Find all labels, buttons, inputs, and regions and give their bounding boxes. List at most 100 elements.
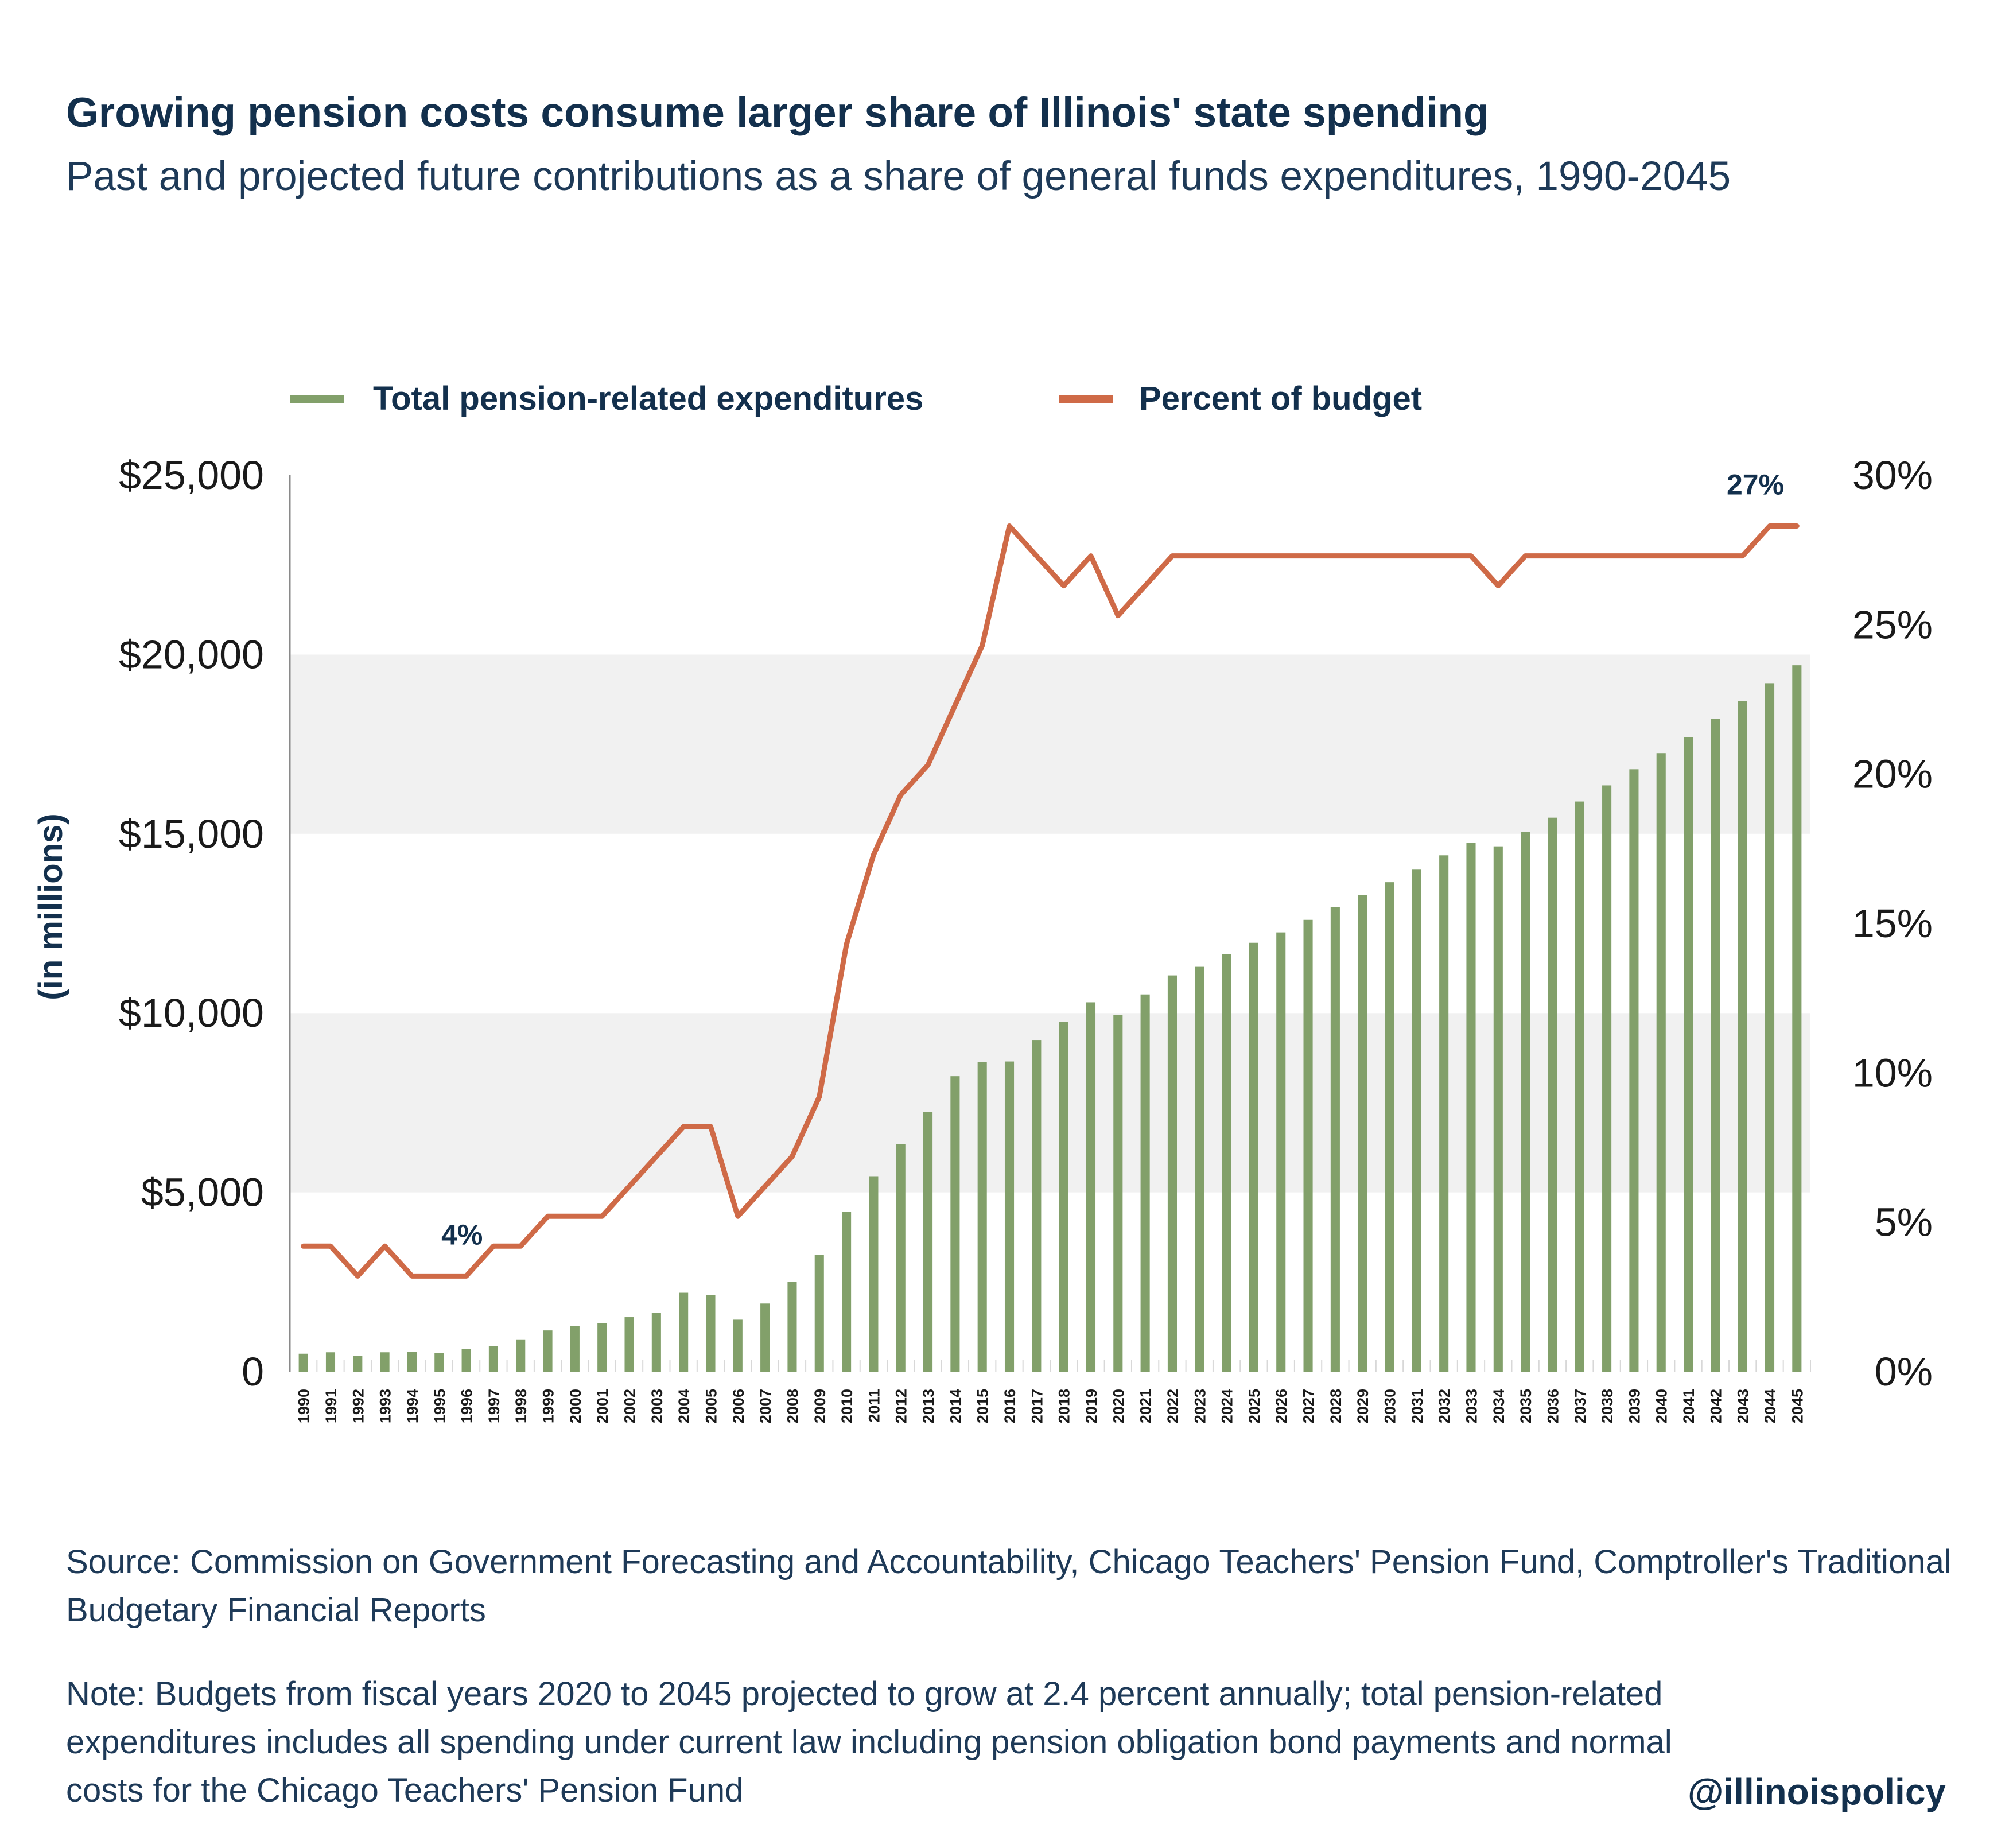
grid-band xyxy=(290,654,1810,834)
bar xyxy=(516,1339,526,1372)
bar xyxy=(950,1076,960,1372)
bar xyxy=(1711,719,1720,1372)
x-tick-label: 1997 xyxy=(485,1389,503,1423)
bar-series xyxy=(298,665,1802,1372)
bar xyxy=(1656,753,1666,1372)
x-tick-label: 2007 xyxy=(757,1389,774,1423)
bar xyxy=(325,1352,336,1372)
y-left-tick-label: $15,000 xyxy=(119,812,264,856)
bar xyxy=(1439,855,1449,1372)
right-axis-ticks: 0% 5% 10% 15% 20% 25% 30% xyxy=(1852,453,1933,1394)
annotation-label: 27% xyxy=(1727,469,1784,501)
x-tick-label: 2022 xyxy=(1164,1389,1182,1423)
y-left-tick-label: 0 xyxy=(242,1349,264,1394)
legend-label-bars: Total pension-related expenditures xyxy=(373,380,923,417)
bar xyxy=(1303,919,1313,1372)
legend: Total pension-related expenditures Perce… xyxy=(290,380,1422,417)
bar xyxy=(543,1330,553,1372)
bar xyxy=(1113,1015,1123,1372)
bar xyxy=(1330,907,1340,1372)
left-axis-ticks: 0 $5,000 $10,000 $15,000 $20,000 $25,000 xyxy=(119,453,264,1394)
bar xyxy=(679,1292,689,1372)
annotations: 4% 27% xyxy=(441,469,1784,1251)
x-tick-label: 2001 xyxy=(594,1389,611,1423)
x-tick-label: 2013 xyxy=(920,1389,937,1423)
y-right-tick-label: 15% xyxy=(1852,901,1933,946)
bar xyxy=(1195,966,1204,1372)
bar xyxy=(1059,1022,1068,1372)
y-right-tick-label: 20% xyxy=(1852,752,1933,797)
bar xyxy=(488,1346,498,1372)
x-tick-label: 2040 xyxy=(1653,1389,1670,1423)
percent-line xyxy=(301,523,1800,1279)
y-axis-label: (in millions) xyxy=(32,813,69,1000)
bar xyxy=(977,1062,987,1372)
x-tick-label: 1998 xyxy=(512,1389,530,1423)
bar xyxy=(461,1349,471,1372)
x-tick-label: 2029 xyxy=(1354,1389,1371,1423)
x-tick-label: 2033 xyxy=(1463,1389,1480,1423)
bar xyxy=(1385,882,1394,1372)
x-tick-label: 2036 xyxy=(1544,1389,1561,1423)
x-axis-labels: 1990 1991 1992 1993 1994 1995 1996 1997 1998 1999… xyxy=(296,1389,1806,1423)
y-left-tick-label: $5,000 xyxy=(141,1170,264,1215)
x-tick-label: 2005 xyxy=(702,1389,720,1423)
source-note: Source: Commission on Government Forecas… xyxy=(66,1543,1952,1629)
bar xyxy=(1602,785,1612,1372)
bar xyxy=(706,1295,716,1372)
x-tick-label: 2003 xyxy=(648,1389,666,1423)
x-tick-label: 2025 xyxy=(1246,1389,1263,1423)
bar xyxy=(1629,769,1639,1372)
x-tick-label: 2016 xyxy=(1001,1389,1019,1423)
y-right-tick-label: 30% xyxy=(1852,453,1933,498)
footnote: Note: Budgets from fiscal years 2020 to … xyxy=(66,1675,1672,1809)
bar xyxy=(733,1319,743,1372)
x-tick-label: 2010 xyxy=(838,1389,856,1423)
x-tick-label: 2045 xyxy=(1789,1389,1806,1423)
x-tick-label: 1991 xyxy=(322,1389,340,1423)
x-tick-label: 2020 xyxy=(1110,1389,1127,1423)
brand-handle: @illinoispolicy xyxy=(1687,1771,1946,1812)
bar xyxy=(1493,846,1503,1372)
x-tick-label: 1992 xyxy=(349,1389,367,1423)
chart-title: Growing pension costs consume larger sha… xyxy=(66,90,1489,136)
x-tick-label: 2014 xyxy=(947,1389,964,1423)
bar xyxy=(1738,701,1747,1372)
legend-label-line: Percent of budget xyxy=(1139,380,1422,417)
x-tick-label: 2021 xyxy=(1137,1389,1155,1423)
bar xyxy=(1358,895,1367,1372)
x-tick-label: 2008 xyxy=(784,1389,801,1423)
x-tick-label: 2012 xyxy=(893,1389,910,1423)
bar xyxy=(1140,994,1150,1372)
bar xyxy=(896,1144,906,1372)
annotation-label: 4% xyxy=(441,1218,483,1251)
x-tick-label: 2044 xyxy=(1762,1389,1779,1423)
bar xyxy=(1086,1002,1096,1372)
bar xyxy=(1167,975,1177,1372)
x-tick-label: 1999 xyxy=(540,1389,557,1423)
chart: 0 $5,000 $10,000 $15,000 $20,000 $25,000 0% 5%… xyxy=(32,380,1933,1423)
bar xyxy=(787,1282,797,1372)
y-right-tick-label: 5% xyxy=(1875,1200,1933,1245)
x-tick-label: 2028 xyxy=(1327,1389,1344,1423)
x-tick-label: 2004 xyxy=(675,1389,693,1423)
x-tick-label: 2043 xyxy=(1735,1389,1752,1423)
bar xyxy=(1548,817,1557,1372)
x-tick-label: 2034 xyxy=(1490,1389,1507,1423)
y-right-tick-label: 0% xyxy=(1875,1349,1933,1394)
y-right-tick-label: 10% xyxy=(1852,1050,1933,1095)
x-tick-label: 2011 xyxy=(865,1389,883,1423)
x-tick-label: 2017 xyxy=(1028,1389,1046,1423)
bar xyxy=(1575,801,1584,1372)
bar xyxy=(1276,932,1286,1372)
bar xyxy=(597,1323,607,1372)
bar xyxy=(1466,843,1476,1372)
x-tick-label: 2009 xyxy=(811,1389,829,1423)
x-tick-label: 2032 xyxy=(1436,1389,1453,1423)
bar xyxy=(353,1356,363,1372)
x-tick-label: 2018 xyxy=(1056,1389,1073,1423)
bar xyxy=(434,1353,444,1372)
bar xyxy=(1792,665,1802,1372)
x-tick-label: 2041 xyxy=(1680,1389,1697,1423)
x-tick-label: 1995 xyxy=(431,1389,448,1423)
